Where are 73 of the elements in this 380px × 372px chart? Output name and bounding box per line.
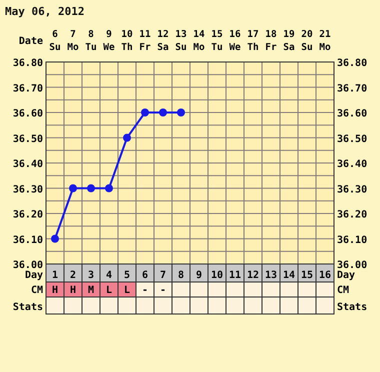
x2-tick-label: 16 <box>318 270 332 281</box>
y2-tick-label: 36.80 <box>337 58 368 69</box>
y-tick-label: 36.40 <box>12 159 43 170</box>
x-tick-label: 21 Mo <box>319 29 331 53</box>
x2-tick-label: 12 <box>246 270 260 281</box>
x-tick-label: 13 Su <box>175 29 187 53</box>
x-tick-label: 14 Mo <box>193 29 205 53</box>
y-tick-label: 36.80 <box>12 58 43 69</box>
text: CM <box>30 285 43 296</box>
text: H <box>52 285 58 296</box>
x-tick-label: 8 Tu <box>85 29 97 53</box>
text: CM <box>337 285 350 296</box>
point <box>123 134 131 142</box>
x2-tick-label: 8 <box>178 270 184 281</box>
x2-tick-label: 7 <box>160 270 166 281</box>
point <box>177 108 185 116</box>
x-tick-label: 9 We <box>103 29 115 53</box>
text: Stats <box>12 302 43 313</box>
x2-tick-label: 13 <box>264 270 278 281</box>
point <box>105 184 113 192</box>
x-tick-label: 11 Fr <box>139 29 151 53</box>
point <box>87 184 95 192</box>
x-tick-label: 10 Th <box>121 29 133 53</box>
point <box>69 184 77 192</box>
text: Stats <box>337 302 368 313</box>
x2-tick-label: 9 <box>196 270 202 281</box>
x-tick-label: 20 Su <box>301 29 313 53</box>
point <box>159 108 167 116</box>
y-tick-label: 36.70 <box>12 83 43 94</box>
x-tick-label: 16 We <box>229 29 241 53</box>
x-tick-label: 15 Tu <box>211 29 223 53</box>
y2-tick-label: 36.30 <box>337 184 368 196</box>
chart-title: May 06, 2012 <box>5 5 84 18</box>
x2-tick-label: 4 <box>106 270 112 281</box>
y2-tick-label: 36.00 <box>337 260 368 271</box>
x-tick-label: 19 Sa <box>283 29 295 53</box>
x2-tick-label: 15 <box>300 270 314 281</box>
point <box>51 234 59 243</box>
text: L <box>124 285 130 296</box>
y-tick-label: 36.30 <box>12 184 43 196</box>
x2-axis-title: Day <box>24 270 43 281</box>
x2-tick-label: 11 <box>228 270 242 281</box>
x-tick-label: 6 Su <box>49 29 61 53</box>
x2-tick-label: 1 <box>52 270 58 281</box>
x-tick-label: 18 Fr <box>265 29 277 53</box>
point <box>141 108 149 116</box>
y-tick-label: 36.60 <box>12 108 43 120</box>
x2-tick-label: 6 <box>142 270 148 281</box>
x-tick-label: 7 Mo <box>67 29 79 53</box>
text: M <box>88 285 94 296</box>
x-tick-label: 12 Sa <box>157 29 169 53</box>
x-tick-label: 17 Th <box>247 29 259 53</box>
text: - <box>142 285 148 296</box>
x2-tick-label: 5 <box>124 270 130 281</box>
y-tick-label: 36.50 <box>12 134 43 145</box>
x2-tick-label: 2 <box>70 270 76 281</box>
y-tick-label: 36.10 <box>12 234 43 246</box>
y2-tick-label: 36.60 <box>337 108 368 120</box>
y2-tick-label: 36.50 <box>337 134 368 145</box>
x2-tick-label: 14 <box>282 270 296 281</box>
text: L <box>106 285 112 296</box>
y2-tick-label: 36.40 <box>337 159 368 170</box>
x2-tick-label: 3 <box>88 270 94 281</box>
text: - <box>160 285 166 296</box>
y2-tick-label: 36.20 <box>337 210 368 220</box>
x2-tick-label: 10 <box>210 270 224 281</box>
y2-tick-label: 36.70 <box>337 83 368 94</box>
text: H <box>70 285 76 296</box>
y-tick-label: 36.00 <box>12 260 43 271</box>
y-tick-label: 36.20 <box>12 210 43 220</box>
y2-tick-label: 36.10 <box>337 234 368 246</box>
x-axis-title: Date <box>18 36 43 47</box>
text: Day <box>337 270 356 281</box>
